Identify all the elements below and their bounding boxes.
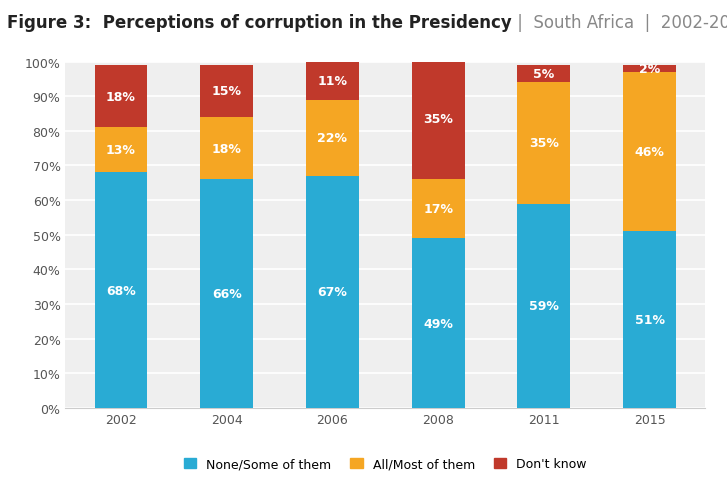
Bar	[200, 118, 253, 180]
Bar	[95, 173, 148, 408]
Bar	[95, 128, 148, 173]
Text: 67%: 67%	[318, 286, 348, 299]
Text: 18%: 18%	[212, 142, 241, 156]
Bar	[518, 66, 571, 83]
Text: 35%: 35%	[529, 137, 559, 150]
Bar	[518, 83, 571, 204]
Text: 2%: 2%	[639, 63, 660, 76]
Text: 5%: 5%	[534, 68, 555, 81]
Bar	[623, 73, 676, 232]
Text: |  South Africa  |  2002-2015: | South Africa | 2002-2015	[512, 14, 727, 32]
Legend: None/Some of them, All/Most of them, Don't know: None/Some of them, All/Most of them, Don…	[179, 452, 592, 475]
Text: 35%: 35%	[423, 113, 453, 126]
Text: 11%: 11%	[318, 75, 348, 88]
Text: 17%: 17%	[423, 203, 453, 216]
Text: 59%: 59%	[529, 300, 559, 312]
Bar	[306, 177, 359, 408]
Text: 46%: 46%	[635, 146, 664, 159]
Text: 49%: 49%	[423, 317, 453, 330]
Text: 68%: 68%	[106, 284, 136, 297]
Bar	[411, 239, 465, 408]
Text: 13%: 13%	[106, 144, 136, 157]
Bar	[200, 180, 253, 408]
Bar	[623, 66, 676, 73]
Text: 22%: 22%	[318, 132, 348, 145]
Text: 66%: 66%	[212, 288, 241, 300]
Bar	[518, 204, 571, 408]
Text: 18%: 18%	[106, 90, 136, 104]
Text: 51%: 51%	[635, 313, 664, 326]
Text: Figure 3:  Perceptions of corruption in the Presidency: Figure 3: Perceptions of corruption in t…	[7, 14, 512, 32]
Bar	[411, 180, 465, 239]
Bar	[623, 232, 676, 408]
Bar	[200, 66, 253, 118]
Text: 15%: 15%	[212, 85, 241, 98]
Bar	[95, 66, 148, 128]
Bar	[306, 100, 359, 177]
Bar	[411, 59, 465, 180]
Bar	[306, 62, 359, 100]
